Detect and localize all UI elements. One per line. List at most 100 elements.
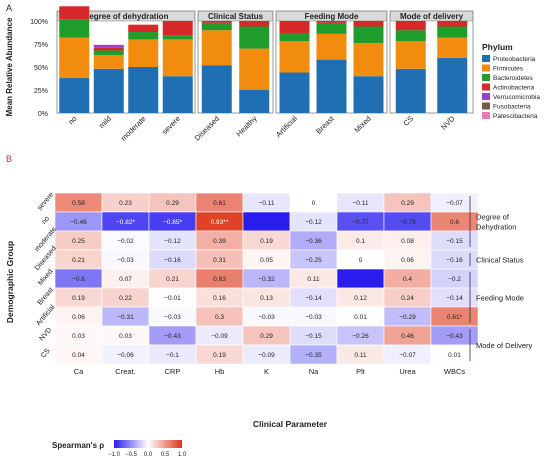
- group-label: Degree of: [476, 213, 510, 222]
- cell-value-label: −0.12: [164, 238, 181, 245]
- legend-label: Verrucomicrobia: [493, 94, 540, 101]
- cell-value-label: −0.2: [448, 276, 461, 283]
- cell-value-label: −0.09: [258, 352, 275, 359]
- bar-segment-proteobacteria: [239, 90, 270, 113]
- legend-label: Patescibacteria: [493, 113, 538, 120]
- x-tick-label: NVD: [439, 114, 457, 132]
- cell-value-label: 0.21: [166, 276, 179, 283]
- x-tick-label: mild: [97, 114, 113, 130]
- x-tick-label: Diseased: [193, 114, 221, 142]
- facet-title: Clinical Status: [208, 12, 264, 21]
- bar-segment-firmicutes: [162, 39, 193, 77]
- cell-value-label: 0: [312, 200, 316, 207]
- bar-segment-firmicutes: [316, 33, 347, 60]
- legend-swatch: [482, 83, 490, 91]
- x-tick-label: Artificial: [274, 114, 299, 139]
- cell-value-label: −0.32: [258, 276, 275, 283]
- x-tick-label: severe: [160, 114, 182, 136]
- cell-value-label: 0.01: [448, 352, 461, 359]
- cell-value-label: 0.23: [119, 200, 132, 207]
- cell-value-label: 0.05: [260, 257, 273, 264]
- x-tick-label: moderate: [119, 114, 148, 143]
- bar-segment-proteobacteria: [437, 57, 468, 113]
- bar-segment-proteobacteria: [59, 78, 90, 113]
- cell-value-label: 0.93**: [211, 219, 229, 226]
- facet-title: Feeding Mode: [305, 12, 359, 21]
- x-tick-label: no: [66, 114, 78, 126]
- legend-label: Bacteroidetes: [493, 75, 533, 82]
- row-label: no: [41, 215, 51, 226]
- cell-value-label: 0.21: [72, 257, 85, 264]
- bar-segment-proteobacteria: [395, 68, 426, 113]
- row-label: Artificial: [35, 304, 56, 328]
- cell-value-label: 0.58: [72, 200, 85, 207]
- group-label: Feeding Mode: [476, 294, 524, 303]
- bar-segment-bacteroidetes: [395, 30, 426, 42]
- cell-value-label: −0.25: [305, 257, 322, 264]
- bar-segment-bacteroidetes: [316, 22, 347, 34]
- column-label: Urea: [399, 367, 416, 376]
- cell-value-label: 0.03: [119, 333, 132, 340]
- heatmap-cell: [336, 268, 385, 289]
- legend-label: Proteobacteria: [493, 56, 536, 63]
- cell-value-label: 0.61*: [447, 314, 463, 321]
- cell-value-label: −0.15: [305, 333, 322, 340]
- bar-segment-firmicutes: [201, 30, 232, 66]
- bar-segment-actinobacteria: [59, 6, 90, 20]
- cell-value-label: −0.14: [305, 295, 322, 302]
- cell-value-label: 0.61: [213, 200, 226, 207]
- legend-swatch: [482, 55, 490, 62]
- colorbar-tick-label: 0.0: [144, 452, 153, 458]
- cell-value-label: −0.03: [305, 314, 322, 321]
- y-tick-label: 0%: [38, 111, 48, 118]
- column-label: WBCs: [444, 367, 465, 376]
- cell-value-label: −0.11: [259, 200, 275, 207]
- cell-value-label: −0.14: [446, 295, 463, 302]
- bar-segment-firmicutes: [279, 41, 310, 73]
- bar-segment-firmicutes: [239, 48, 270, 90]
- x-axis-title: Clinical Parameter: [253, 419, 328, 429]
- bar-segment-firmicutes: [353, 43, 384, 77]
- cell-value-label: 0.6: [450, 219, 459, 226]
- cell-value-label: −0.09: [211, 333, 228, 340]
- panel-label-b: B: [6, 154, 12, 164]
- cell-value-label: 0.06: [401, 257, 414, 264]
- column-label: Ca: [74, 367, 84, 376]
- bar-segment-proteobacteria: [93, 68, 124, 113]
- column-label: Hb: [215, 367, 225, 376]
- bar-segment-firmicutes: [128, 39, 159, 67]
- cell-value-label: 0.19: [260, 238, 273, 245]
- bar-segment-bacteroidetes: [93, 50, 124, 56]
- cell-value-label: 0.4: [403, 276, 412, 283]
- bar-segment-firmicutes: [395, 41, 426, 69]
- bar-segment-bacteroidetes: [353, 26, 384, 44]
- column-label: Plt: [356, 367, 366, 376]
- bar-segment-actinobacteria: [395, 21, 426, 31]
- x-tick-label: Breast: [314, 113, 336, 135]
- cell-value-label: −0.82*: [116, 219, 135, 226]
- cell-value-label: −0.31: [117, 314, 134, 321]
- column-label: K: [264, 367, 269, 376]
- bar-segment-actinobacteria: [353, 21, 384, 27]
- row-label: NVD: [38, 327, 53, 343]
- bar-segment-proteobacteria: [162, 76, 193, 113]
- heatmap-cell: [430, 344, 479, 365]
- bar-segment-actinobacteria: [437, 21, 468, 27]
- column-label: Na: [309, 367, 319, 376]
- y-axis-title: Demographic Group: [5, 241, 15, 323]
- bar-segment-actinobacteria: [201, 21, 232, 23]
- cell-value-label: 0.29: [166, 200, 179, 207]
- bar-segment-bacteroidetes: [59, 19, 90, 38]
- cell-value-label: 0.63: [213, 276, 226, 283]
- legend-label: Firmicutes: [493, 66, 524, 73]
- cell-value-label: 0.39: [213, 238, 226, 245]
- legend-swatch: [482, 74, 490, 81]
- group-label: Clinical Status: [476, 256, 524, 265]
- bar-segment-proteobacteria: [279, 72, 310, 113]
- bar-segment-actinobacteria: [128, 24, 159, 33]
- cell-value-label: −0.03: [258, 314, 275, 321]
- legend-swatch: [482, 93, 490, 100]
- y-tick-label: 25%: [34, 88, 48, 95]
- y-tick-label: 50%: [34, 65, 48, 72]
- cell-value-label: 0.3: [215, 314, 224, 321]
